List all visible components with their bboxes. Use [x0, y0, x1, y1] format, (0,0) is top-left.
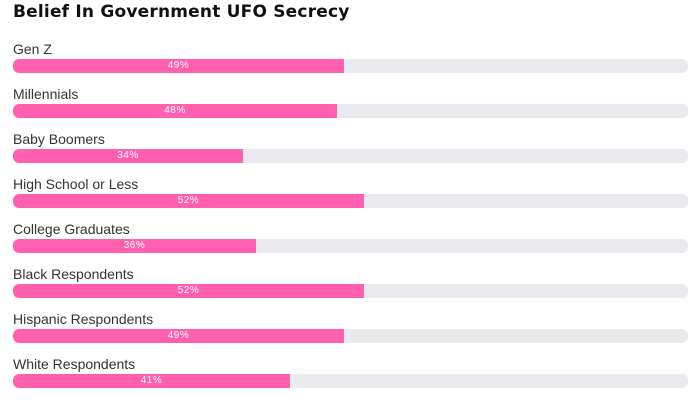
bar-fill: [13, 149, 243, 163]
category-label: Millennials: [13, 86, 79, 102]
bar-fill: [13, 284, 364, 298]
bar-track: 48%: [13, 104, 688, 118]
bar-row: Baby Boomers 34%: [13, 130, 688, 175]
category-label: College Graduates: [13, 221, 130, 237]
chart-title: Belief In Government UFO Secrecy: [13, 2, 350, 22]
bar-row: High School or Less 52%: [13, 175, 688, 220]
bar-row: Millennials 48%: [13, 85, 688, 130]
bar-row: White Respondents 41%: [13, 355, 688, 400]
bar-track: 49%: [13, 329, 688, 343]
value-label: 49%: [167, 330, 190, 341]
bar-fill: [13, 194, 364, 208]
bar-row: Gen Z 49%: [13, 40, 688, 85]
category-label: High School or Less: [13, 176, 139, 192]
category-label: Hispanic Respondents: [13, 311, 154, 327]
category-label: Black Respondents: [13, 266, 134, 282]
bar-fill: [13, 239, 256, 253]
bar-fill: [13, 59, 344, 73]
value-label: 49%: [167, 60, 190, 71]
bar-track: 36%: [13, 239, 688, 253]
bar-track: 34%: [13, 149, 688, 163]
bar-track: 41%: [13, 374, 688, 388]
value-label: 48%: [164, 105, 186, 116]
value-label: 36%: [123, 240, 146, 251]
bar-track: 49%: [13, 59, 688, 73]
bar-track: 52%: [13, 284, 688, 298]
bar-fill: [13, 374, 290, 388]
bar-row: Hispanic Respondents 49%: [13, 310, 688, 355]
value-label: 34%: [117, 150, 139, 161]
category-label: Gen Z: [13, 41, 52, 57]
value-label: 41%: [140, 375, 163, 386]
value-label: 52%: [177, 195, 200, 206]
bar-track: 52%: [13, 194, 688, 208]
category-label: Baby Boomers: [13, 131, 105, 147]
category-label: White Respondents: [13, 356, 136, 372]
bar-row: Black Respondents 52%: [13, 265, 688, 310]
bar-row: College Graduates 36%: [13, 220, 688, 265]
bar-fill: [13, 104, 337, 118]
value-label: 52%: [177, 285, 200, 296]
bar-rows: Gen Z 49% Millennials 48% Baby Boomers 34% Hig…: [13, 40, 688, 400]
bar-fill: [13, 329, 344, 343]
